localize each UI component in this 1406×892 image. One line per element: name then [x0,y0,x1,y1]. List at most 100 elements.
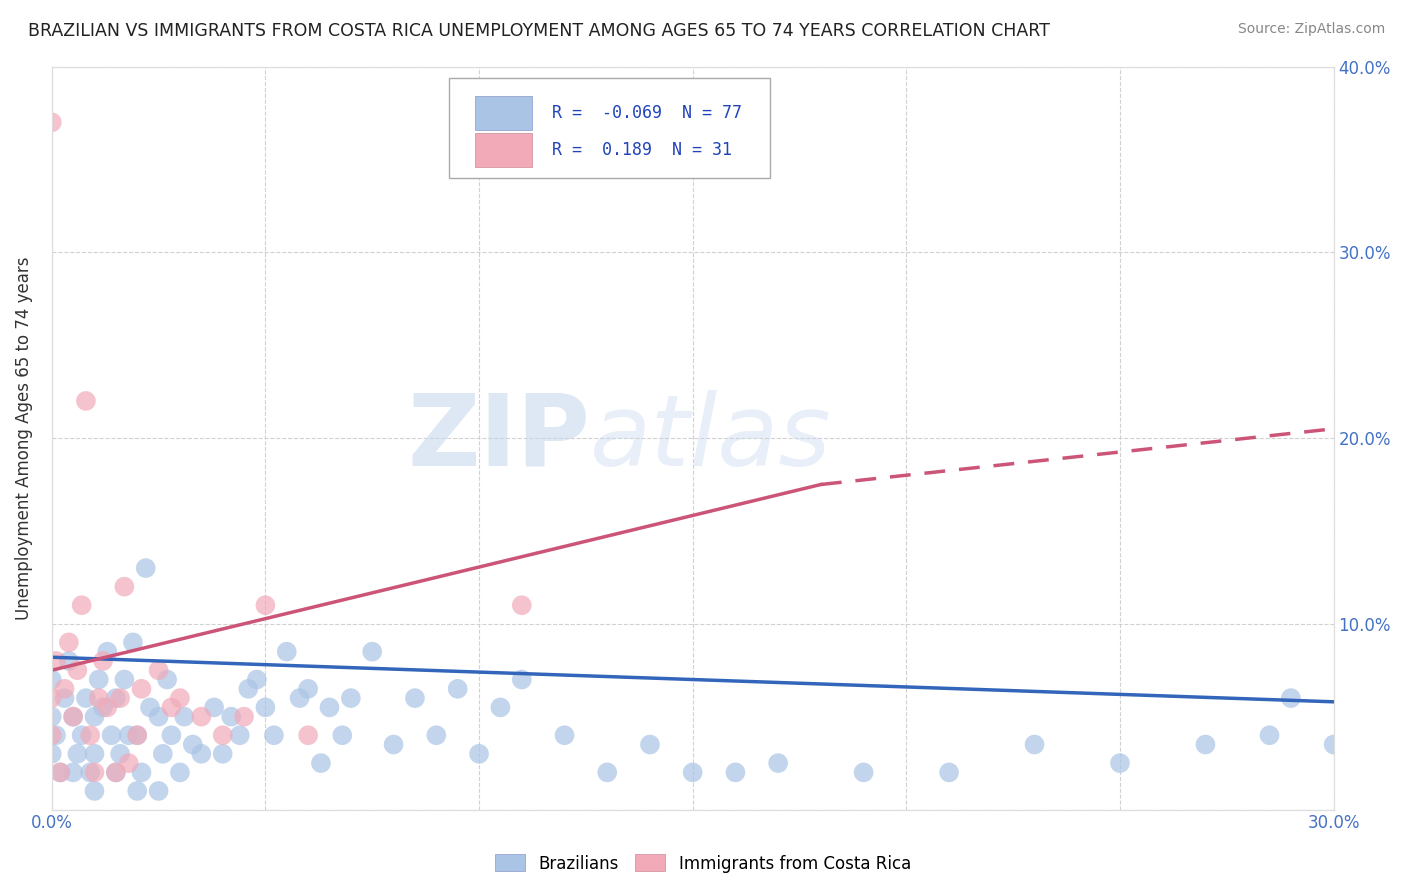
Point [127,728,149,742]
Point [1258,728,1281,742]
Text: ZIP: ZIP [408,390,591,486]
Point [96,645,118,659]
Point [254,700,277,714]
Point [638,738,661,752]
FancyBboxPatch shape [449,78,769,178]
Point [108,747,131,761]
Point [83,747,105,761]
FancyBboxPatch shape [475,134,533,167]
Point [160,728,183,742]
Point [246,673,269,687]
Point [340,691,363,706]
Point [447,681,470,696]
Point [254,599,277,613]
Point [173,709,195,723]
Point [62,765,84,780]
Point [297,728,319,742]
Text: BRAZILIAN VS IMMIGRANTS FROM COSTA RICA UNEMPLOYMENT AMONG AGES 65 TO 74 YEARS C: BRAZILIAN VS IMMIGRANTS FROM COSTA RICA … [28,22,1050,40]
Point [1279,691,1302,706]
Point [131,765,153,780]
Point [131,681,153,696]
Point [122,635,145,649]
Point [309,756,332,770]
FancyBboxPatch shape [475,96,533,129]
Point [104,691,127,706]
Point [139,700,162,714]
Point [96,700,118,714]
Point [66,747,89,761]
Point [1194,738,1216,752]
Point [118,728,141,742]
Point [1323,738,1346,752]
Point [79,765,101,780]
Point [682,765,704,780]
Point [276,645,298,659]
Point [852,765,875,780]
Point [62,709,84,723]
Text: Source: ZipAtlas.com: Source: ZipAtlas.com [1237,22,1385,37]
Point [468,747,491,761]
Point [766,756,789,770]
Point [288,691,311,706]
Point [83,709,105,723]
Point [49,765,72,780]
Point [202,700,225,714]
Point [91,700,114,714]
Point [318,700,340,714]
Point [91,654,114,668]
Point [41,115,63,129]
Point [361,645,384,659]
Point [79,728,101,742]
Point [41,673,63,687]
Point [148,784,170,798]
Point [49,765,72,780]
Point [1024,738,1046,752]
Point [87,673,110,687]
Point [489,700,512,714]
Point [58,654,80,668]
Point [127,728,149,742]
Point [75,393,97,408]
Text: R =  -0.069  N = 77: R = -0.069 N = 77 [551,104,742,122]
Point [181,738,204,752]
Text: R =  0.189  N = 31: R = 0.189 N = 31 [551,141,731,159]
Point [100,728,122,742]
Point [83,765,105,780]
Point [45,654,67,668]
Point [112,673,135,687]
Point [330,728,353,742]
Text: atlas: atlas [591,390,832,486]
Point [211,747,233,761]
Point [510,673,533,687]
Point [263,728,285,742]
Point [297,681,319,696]
Point [41,709,63,723]
Point [75,691,97,706]
Point [112,580,135,594]
Point [404,691,426,706]
Y-axis label: Unemployment Among Ages 65 to 74 years: Unemployment Among Ages 65 to 74 years [15,256,32,620]
Legend: Brazilians, Immigrants from Costa Rica: Brazilians, Immigrants from Costa Rica [488,847,918,880]
Point [108,691,131,706]
Point [58,635,80,649]
Point [148,663,170,677]
Point [596,765,619,780]
Point [135,561,157,575]
Point [104,765,127,780]
Point [382,738,405,752]
Point [233,709,256,723]
Point [238,681,260,696]
Point [53,681,76,696]
Point [41,691,63,706]
Point [45,728,67,742]
Point [169,691,191,706]
Point [219,709,242,723]
Point [211,728,233,742]
Point [229,728,252,742]
Point [62,709,84,723]
Point [510,599,533,613]
Point [190,709,212,723]
Point [938,765,960,780]
Point [1109,756,1132,770]
Point [553,728,575,742]
